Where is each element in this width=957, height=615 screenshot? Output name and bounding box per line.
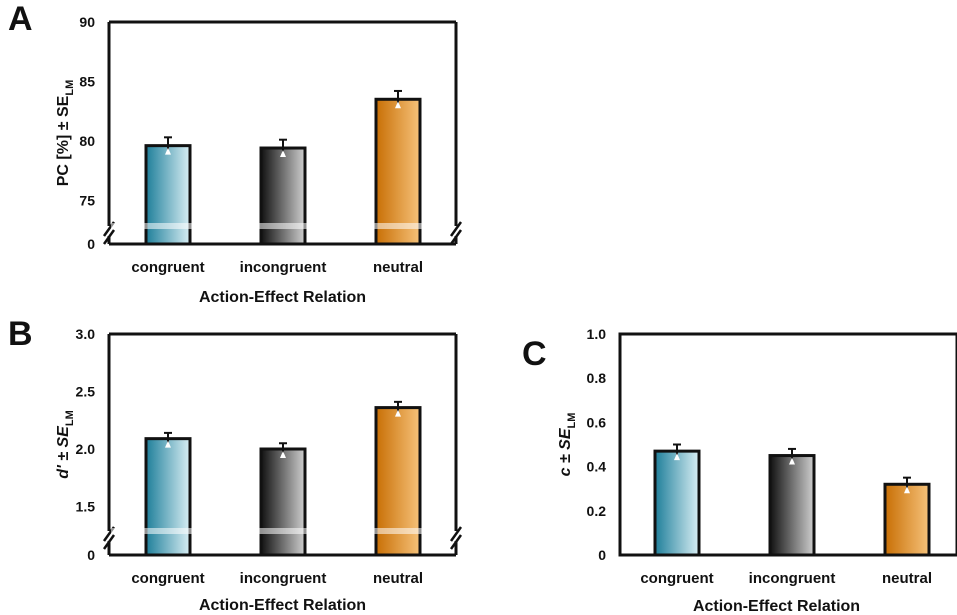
x-tick-label: incongruent: [240, 259, 327, 276]
mean-marker: [165, 440, 171, 448]
y-axis-label: PC [%] ± SELM: [55, 80, 76, 186]
y-tick-label: 0: [87, 547, 95, 563]
x-tick-label: neutral: [373, 259, 423, 276]
y-axis-label-subscript: LM: [566, 413, 578, 429]
y-axis-label-main: PC [%] ± SE: [55, 95, 72, 186]
chart-panel-c: C 0 0.2 0.4 0.6 0.8 1.0 congruent incongruent neu…: [522, 326, 957, 615]
chart-panel-b: B 0 1.5 2.0 2.5 3.0 congruent incongruent neutra…: [8, 315, 463, 614]
y-axis-label: d' ± SELM: [55, 410, 76, 478]
y-tick-label: 85: [79, 73, 95, 89]
y-axis-label-main: c ± SE: [557, 427, 574, 476]
y-tick-label: 1.0: [587, 326, 607, 342]
axis-break-mark: [102, 229, 116, 245]
y-tick-label: 0.8: [587, 370, 607, 386]
mean-marker: [395, 101, 401, 109]
axis-break-mark: [102, 534, 116, 550]
y-tick-label: 2.0: [76, 441, 96, 457]
mean-marker: [904, 486, 910, 494]
bar-incongruent: [768, 454, 816, 557]
bar-incongruent: [259, 146, 307, 246]
bar-neutral: [374, 97, 422, 246]
bar-congruent: [144, 437, 192, 557]
y-axis-label: c ± SELM: [557, 413, 578, 477]
bar-congruent: [144, 144, 192, 246]
x-axis-label: Action-Effect Relation: [199, 289, 366, 306]
mean-marker: [395, 409, 401, 417]
y-tick-label: 90: [79, 14, 95, 30]
axis-break-band: [111, 528, 454, 534]
x-tick-label: congruent: [640, 570, 713, 587]
axis-break-band: [111, 223, 454, 229]
mean-marker: [789, 457, 795, 465]
y-tick-label: 0: [87, 236, 95, 252]
mean-marker: [165, 147, 171, 155]
bar-neutral: [883, 482, 931, 557]
panel-letter: B: [8, 315, 33, 353]
bar-congruent: [653, 449, 701, 557]
y-tick-label: 0.6: [587, 414, 607, 430]
x-tick-label: neutral: [373, 570, 423, 587]
mean-marker: [280, 451, 286, 458]
y-tick-label: 0.2: [587, 503, 607, 519]
y-tick-label: 75: [79, 192, 95, 208]
y-axis-label-main: d' ± SE: [55, 425, 72, 479]
y-tick-label: 2.5: [76, 384, 96, 400]
x-tick-label: congruent: [131, 570, 204, 587]
y-axis-label-subscript: LM: [64, 80, 76, 96]
x-tick-label: congruent: [131, 259, 204, 276]
y-tick-label: 0.4: [587, 459, 607, 475]
y-tick-label: 80: [79, 133, 95, 149]
chart-panel-a: A 0 75 80 85 90 congruent incongruent neutral Act…: [8, 0, 463, 306]
y-tick-label: 1.5: [76, 499, 96, 515]
bar-incongruent: [259, 447, 307, 557]
panel-letter: A: [8, 0, 33, 38]
y-tick-label: 0: [598, 547, 606, 563]
x-axis-label: Action-Effect Relation: [693, 598, 860, 615]
x-tick-label: incongruent: [240, 570, 327, 587]
axis-break-mark: [449, 526, 463, 542]
axis-break-mark: [449, 534, 463, 550]
x-tick-label: neutral: [882, 570, 932, 587]
y-tick-label: 3.0: [76, 326, 96, 342]
mean-marker: [674, 453, 680, 461]
axis-break-mark: [449, 229, 463, 245]
axis-break-mark: [449, 221, 463, 237]
panel-letter: C: [522, 335, 547, 373]
mean-marker: [280, 150, 286, 158]
x-axis-label: Action-Effect Relation: [199, 597, 366, 614]
x-tick-label: incongruent: [749, 570, 836, 587]
y-axis-label-subscript: LM: [64, 410, 76, 426]
